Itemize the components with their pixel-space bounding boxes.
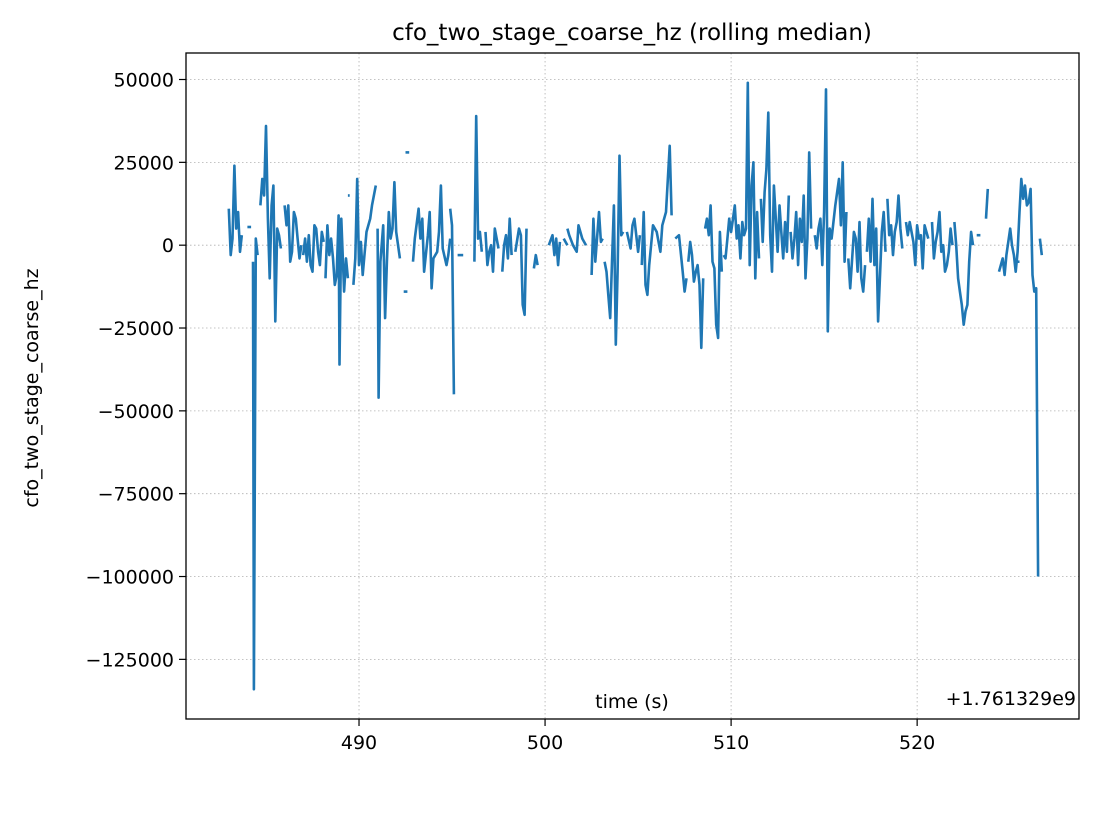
y-tick-label: 25000: [114, 152, 174, 174]
series-line-segment: [547, 233, 562, 267]
series-line-segment: [227, 164, 244, 257]
series-line-segment: [674, 233, 688, 293]
series-line-segment: [283, 204, 303, 263]
series-line-segment: [259, 124, 283, 323]
series-line-segment: [411, 184, 452, 290]
series-line-segment: [640, 144, 673, 297]
y-tick-label: 0: [162, 235, 174, 257]
y-tick-label: −100000: [86, 567, 174, 589]
series-line-segment: [847, 220, 867, 293]
series-line-segment: [984, 188, 990, 219]
series-line-segment: [625, 217, 642, 254]
x-axis: 490 500 510 520: [341, 719, 935, 754]
x-tick-label: 490: [341, 732, 377, 754]
x-tick-label: 500: [527, 732, 563, 754]
x-axis-label: time (s): [595, 691, 669, 713]
series-line-segment: [687, 240, 705, 350]
series-line-segment: [886, 194, 904, 257]
chart-title: cfo_two_stage_coarse_hz (rolling median): [392, 20, 872, 46]
grid: [186, 53, 1079, 719]
series-cfo-line: [227, 81, 1044, 691]
series-line-segment: [759, 111, 791, 273]
series-line-segment: [813, 88, 848, 333]
x-tick-label: 510: [713, 732, 749, 754]
series-line-segment: [904, 220, 930, 270]
series-line-segment: [722, 81, 761, 280]
series-line-segment: [953, 221, 975, 326]
series-line-segment: [501, 217, 513, 272]
series-line-segment: [301, 224, 325, 273]
series-line-segment: [865, 197, 887, 323]
y-axis: 50000 25000 0 −25000 −50000 −75000 −100000 −125…: [86, 70, 186, 671]
plot-frame: [185, 52, 1080, 720]
series-line-segment: [1038, 238, 1044, 256]
series-line-segment: [603, 154, 625, 346]
series-line-segment: [251, 237, 259, 691]
y-tick-label: −50000: [98, 401, 174, 423]
series-line-segment: [532, 253, 539, 269]
series-line-segment: [703, 204, 724, 340]
y-tick-label: −25000: [98, 318, 174, 340]
series-line-segment: [997, 177, 1040, 577]
y-tick-label: −125000: [86, 649, 174, 671]
series-line-segment: [324, 214, 350, 366]
series-line-segment: [484, 227, 500, 273]
x-axis-offset-label: +1.761329e9: [946, 688, 1076, 710]
series-line-segment: [514, 227, 528, 317]
series-line-segment: [352, 177, 378, 285]
series-line-segment: [590, 210, 604, 276]
series-line-segment: [930, 210, 954, 273]
y-tick-label: −75000: [98, 484, 174, 506]
y-tick-label: 50000: [114, 70, 174, 92]
x-tick-label: 520: [899, 732, 935, 754]
series-line-segment: [473, 114, 484, 262]
y-axis-label: cfo_two_stage_coarse_hz: [21, 268, 43, 507]
series-line-segment: [562, 237, 569, 246]
series-line-segment: [376, 180, 402, 399]
series-line-segment: [448, 208, 456, 395]
series-line-segment: [566, 224, 588, 254]
series-line-segment: [789, 151, 813, 280]
